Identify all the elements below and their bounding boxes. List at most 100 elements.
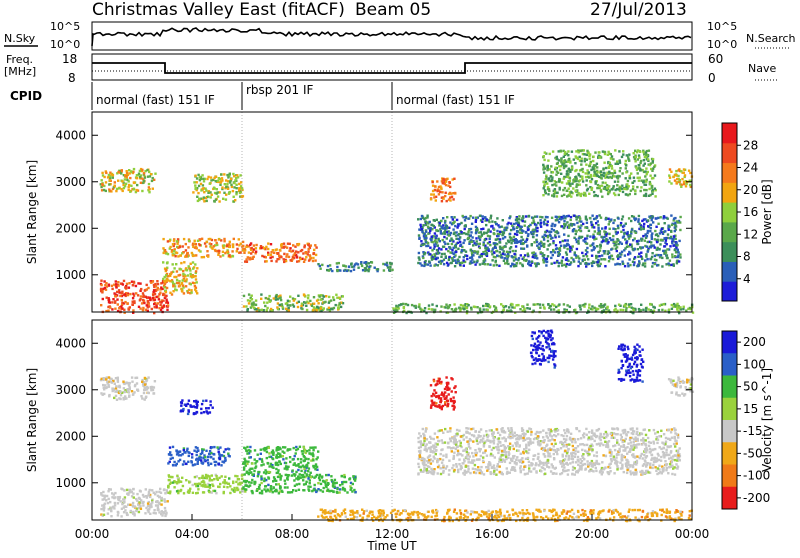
power-cell-11 — [560, 161, 562, 163]
power-cell-11 — [618, 187, 620, 189]
power-colorbar-tick: 20 — [743, 183, 758, 197]
power-cell-9 — [481, 221, 483, 223]
power-cell-3 — [283, 246, 285, 248]
power-cell-9 — [479, 236, 481, 238]
power-cell-9 — [437, 244, 439, 246]
velocity-cell-3 — [266, 457, 268, 459]
power-cell-11 — [635, 166, 637, 168]
velocity-cell-3 — [292, 458, 294, 460]
power-cell-9 — [506, 255, 508, 257]
velocity-cell-2 — [224, 460, 226, 462]
power-cell-6 — [123, 187, 125, 189]
power-cell-4 — [248, 302, 250, 304]
power-cell-8 — [624, 305, 626, 307]
velocity-cell-3 — [267, 462, 269, 464]
power-cell-7 — [206, 178, 208, 180]
power-cell-9 — [489, 241, 491, 243]
power-cell-1 — [184, 275, 186, 277]
velocity-cell-6 — [108, 376, 110, 378]
power-cell-10 — [449, 199, 451, 201]
velocity-cell-1 — [211, 479, 213, 481]
power-cell-8 — [411, 304, 413, 306]
velocity-cell-2 — [193, 450, 195, 452]
velocity-cell-6 — [150, 389, 152, 391]
velocity-cell-1 — [235, 481, 237, 483]
power-cell-9 — [575, 238, 577, 240]
power-cell-11 — [619, 170, 621, 172]
power-cell-9 — [458, 233, 460, 235]
power-cell-0 — [115, 295, 117, 297]
power-cell-4 — [306, 309, 308, 311]
power-cell-0 — [156, 280, 158, 282]
power-cell-1 — [195, 290, 197, 292]
power-cell-11 — [580, 160, 582, 162]
velocity-cell-0 — [155, 491, 157, 493]
power-cell-9 — [585, 218, 587, 220]
power-cell-5 — [387, 266, 389, 268]
velocity-cell-0 — [120, 488, 122, 490]
velocity-cell-2 — [228, 448, 230, 450]
velocity-cell-5 — [200, 412, 202, 414]
power-cell-0 — [116, 298, 118, 300]
power-cell-3 — [296, 256, 298, 258]
power-cell-9 — [666, 257, 668, 259]
velocity-cell-6 — [144, 377, 146, 379]
power-cell-11 — [603, 188, 605, 190]
power-cell-9 — [443, 231, 445, 233]
power-cell-4 — [298, 301, 300, 303]
velocity-cell-6 — [144, 383, 146, 385]
power-cell-4 — [325, 295, 327, 297]
velocity-cell-2 — [214, 461, 216, 463]
power-cell-0 — [129, 293, 131, 295]
power-cell-8 — [526, 304, 528, 306]
power-cell-9 — [534, 262, 536, 264]
power-cell-0 — [108, 299, 110, 301]
power-cell-9 — [644, 218, 646, 220]
power-cell-9 — [498, 226, 500, 228]
power-cell-9 — [599, 263, 601, 265]
power-cell-11 — [588, 176, 590, 178]
power-cell-11 — [588, 193, 590, 195]
power-cell-6 — [108, 183, 110, 185]
power-cell-8 — [588, 304, 590, 306]
power-cell-2 — [186, 252, 188, 254]
velocity-cell-6 — [102, 384, 104, 386]
power-cell-11 — [585, 194, 587, 196]
velocity-cell-4 — [261, 490, 263, 492]
velocity-cell-0 — [132, 505, 134, 507]
power-cell-11 — [605, 174, 607, 176]
power-cell-11 — [651, 187, 653, 189]
power-cell-9 — [451, 249, 453, 251]
power-cell-9 — [631, 215, 633, 217]
power-cell-9 — [624, 265, 626, 267]
power-cell-2 — [185, 243, 187, 245]
velocity-cell-3 — [294, 462, 296, 464]
power-cell-0 — [159, 292, 161, 294]
power-cell-11 — [589, 158, 591, 160]
power-cell-8 — [462, 305, 464, 307]
power-cell-7 — [233, 175, 235, 177]
velocity-cell-6 — [131, 390, 133, 392]
power-cell-9 — [460, 244, 462, 246]
power-colorbar-swatch — [722, 143, 737, 163]
power-cell-9 — [521, 243, 523, 245]
power-cell-9 — [453, 216, 455, 218]
power-cell-7 — [229, 180, 231, 182]
velocity-cell-4 — [317, 488, 319, 490]
power-cell-11 — [575, 150, 577, 152]
velocity-cell-3 — [261, 461, 263, 463]
power-cell-9 — [489, 244, 491, 246]
power-cell-9 — [594, 247, 596, 249]
power-cell-9 — [546, 258, 548, 260]
velocity-cell-0 — [158, 491, 160, 493]
velocity-cell-4 — [245, 484, 247, 486]
velocity-cell-1 — [219, 483, 221, 485]
power-cell-9 — [437, 252, 439, 254]
power-cell-9 — [566, 253, 568, 255]
power-cell-9 — [625, 241, 627, 243]
power-cell-1 — [190, 291, 192, 293]
power-cell-11 — [639, 162, 641, 164]
power-cell-3 — [251, 247, 253, 249]
power-cell-9 — [506, 251, 508, 253]
power-cell-9 — [523, 256, 525, 258]
